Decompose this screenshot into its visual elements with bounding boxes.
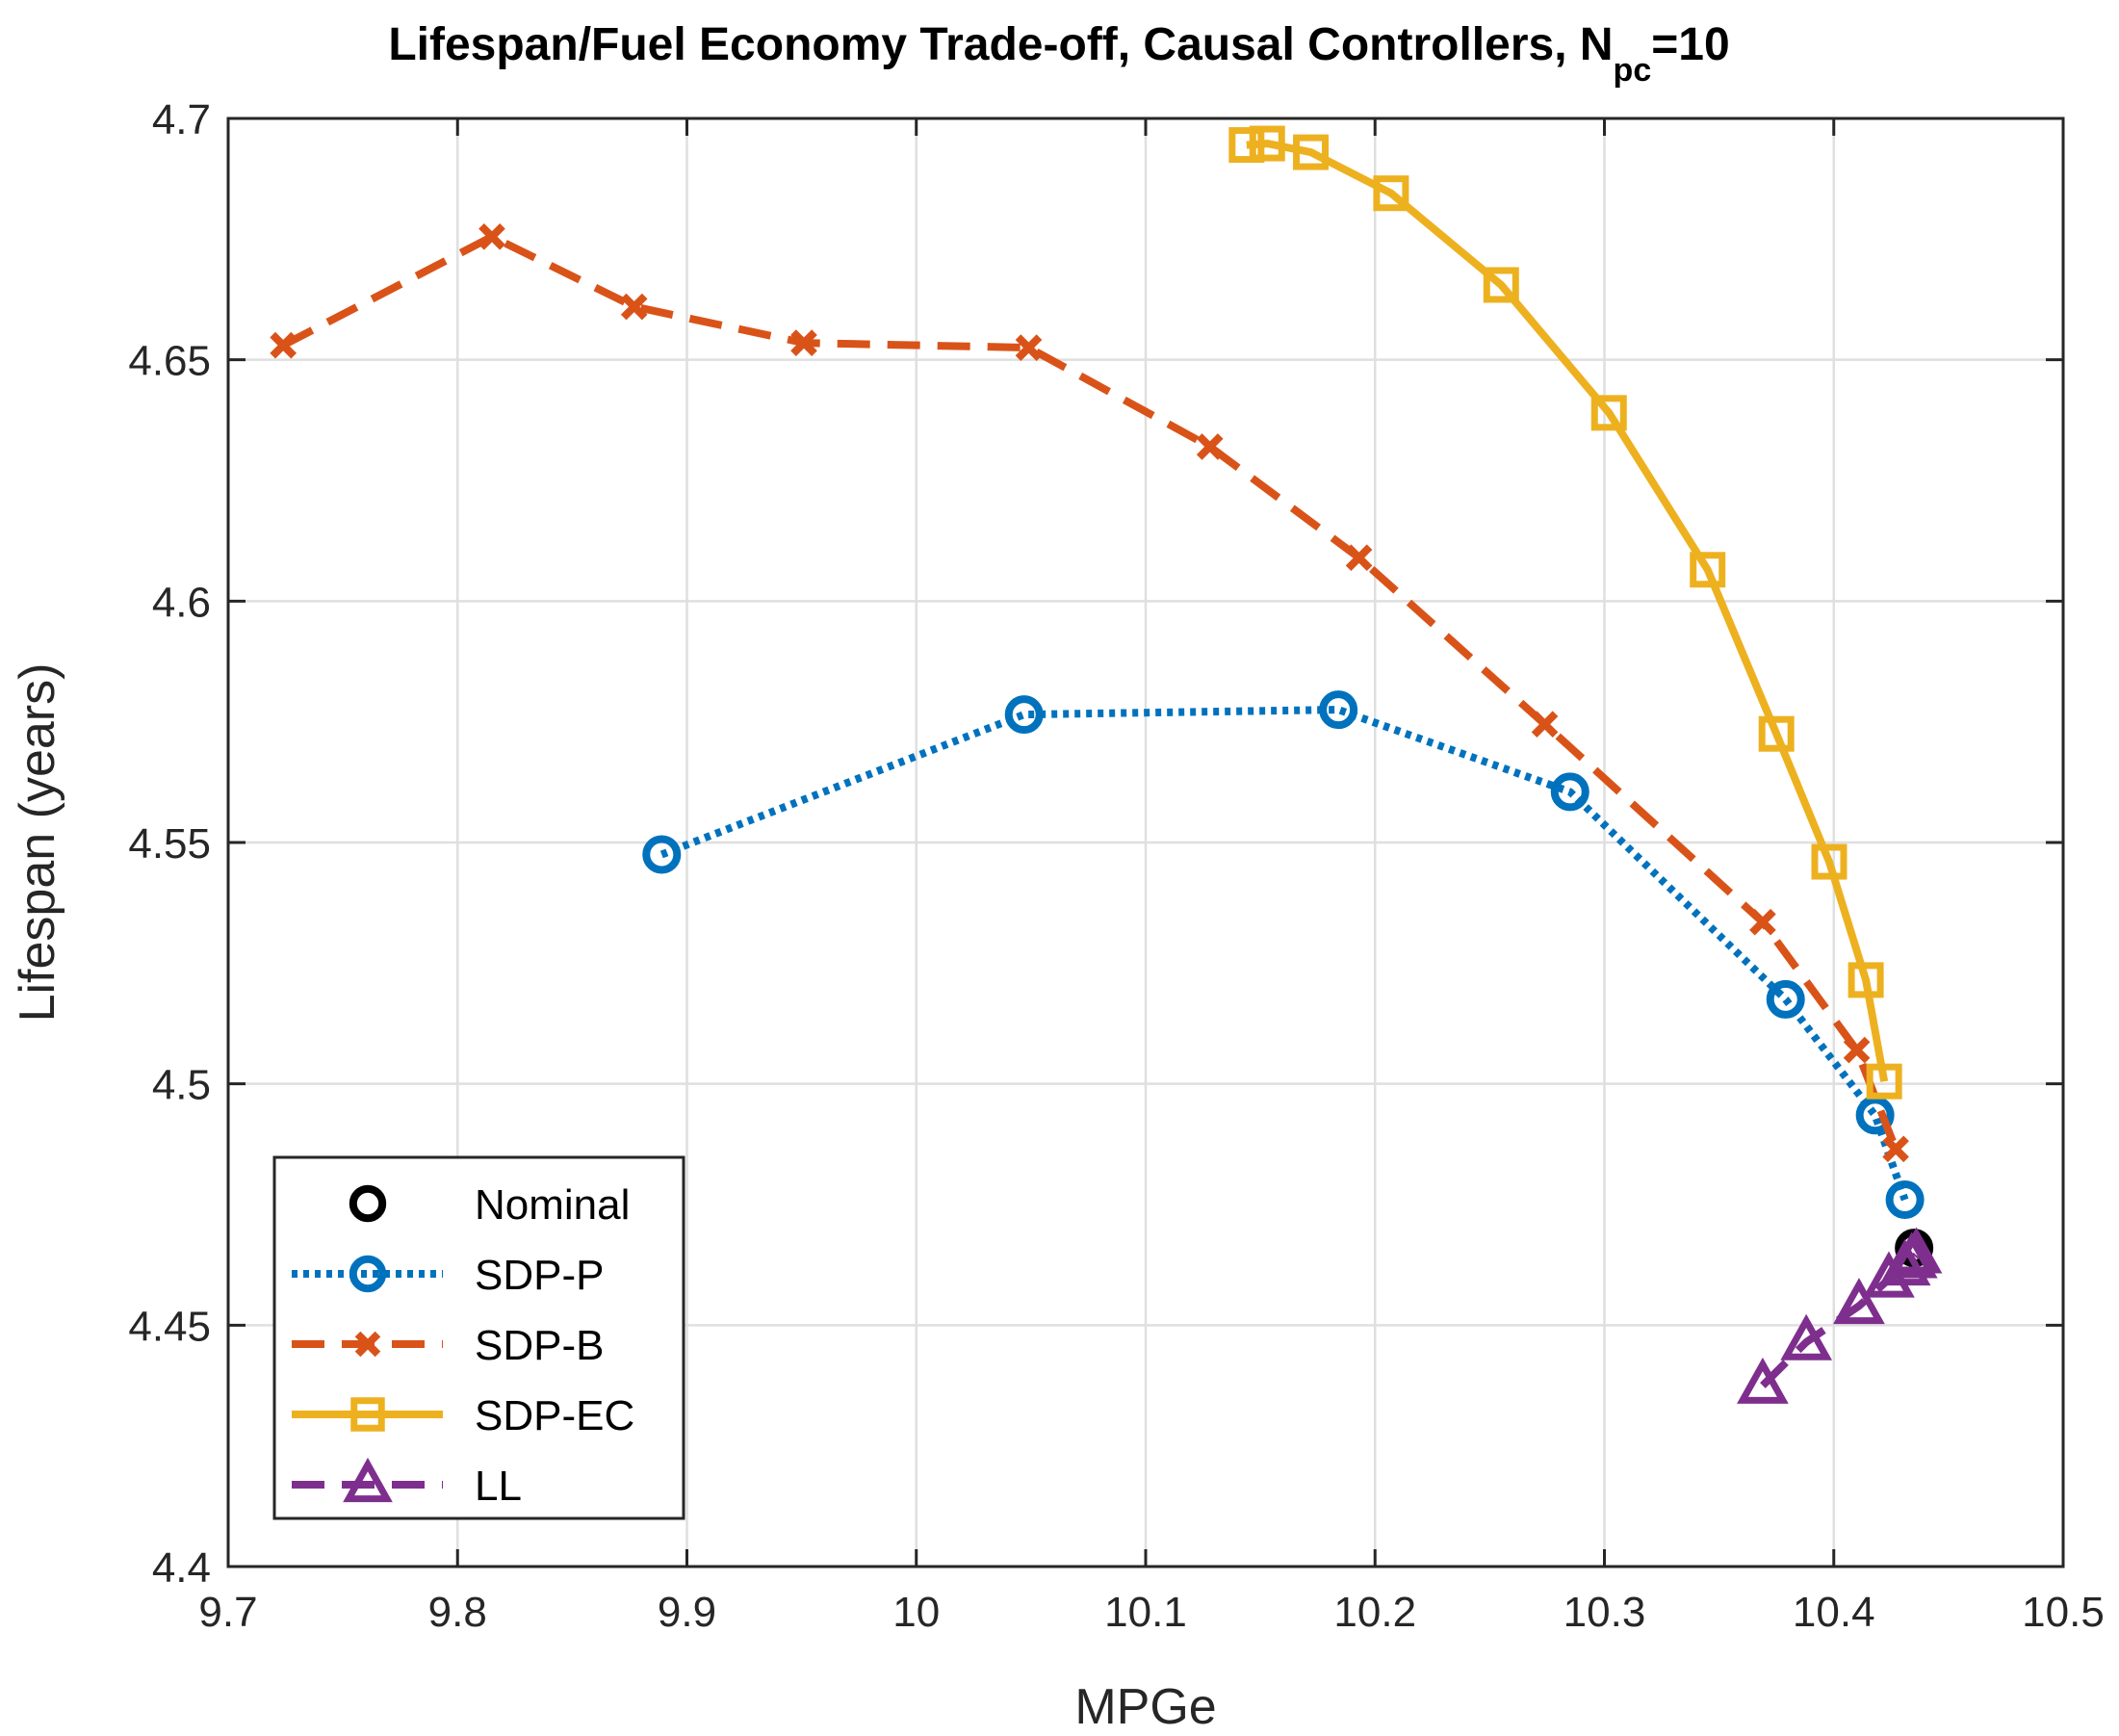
legend-marker-sdp-b: [354, 1331, 381, 1358]
data-point-sdp-ec: [1249, 125, 1285, 162]
chart-title-subscript: pc: [1614, 52, 1652, 89]
series-sdp-b: [270, 222, 1909, 1163]
x-tick-label: 9.9: [658, 1589, 716, 1636]
legend-entry-sdp-b: SDP-B: [292, 1322, 604, 1369]
legend-marker-sdp-ec: [350, 1397, 385, 1432]
data-point-sdp-b: [478, 222, 505, 250]
series-ll: [1737, 1227, 1943, 1404]
y-tick-label: 4.7: [152, 96, 211, 143]
data-point-sdp-b: [1531, 711, 1559, 738]
legend-box: [272, 1155, 685, 1520]
data-point-ll: [1890, 1227, 1943, 1274]
data-point-sdp-p: [1550, 772, 1589, 812]
data-point-sdp-b: [1749, 908, 1776, 936]
legend-label-sdp-b: SDP-B: [475, 1322, 604, 1369]
y-tick-label: 4.5: [152, 1062, 211, 1109]
legend-entry-ll: LL: [292, 1457, 522, 1510]
data-point-sdp-p: [1885, 1179, 1925, 1219]
x-tick-label: 10: [892, 1589, 940, 1636]
chart-title-suffix: =10: [1651, 19, 1729, 70]
series-sdp-p: [642, 690, 1925, 1219]
x-tick-label: 10.2: [1333, 1589, 1416, 1636]
y-axis-label: Lifespan (years): [10, 663, 65, 1023]
data-point-sdp-b: [1015, 334, 1043, 361]
data-point-sdp-ec: [1690, 552, 1726, 588]
data-point-sdp-b: [270, 331, 297, 359]
series-sdp-ec: [1228, 125, 1902, 1100]
x-tick-label: 9.8: [428, 1589, 487, 1636]
plot-series: [270, 125, 1943, 1404]
x-tick-label: 9.7: [198, 1589, 257, 1636]
axis-ticks: 9.7 9.8 9.9 10 10.1 10.2 10.3 10.4 10.5 4.4 4.45 4.…: [128, 96, 2104, 1636]
x-tick-label: 10.3: [1563, 1589, 1646, 1636]
y-tick-label: 4.4: [152, 1544, 211, 1592]
x-tick-label: 10.5: [2022, 1589, 2105, 1636]
legend-marker-sdp-p: [349, 1255, 387, 1293]
data-point-sdp-ec: [1811, 843, 1848, 880]
y-tick-label: 4.45: [128, 1303, 211, 1350]
data-point-sdp-ec: [1483, 267, 1519, 303]
data-point-sdp-b: [1196, 433, 1224, 460]
data-point-ll: [1833, 1278, 1885, 1325]
y-tick-label: 4.65: [128, 338, 211, 385]
data-point-sdp-ec: [1758, 715, 1795, 752]
data-point-sdp-b: [1882, 1135, 1909, 1163]
legend-entry-sdp-p: SDP-P: [292, 1252, 604, 1299]
data-point-sdp-p: [1004, 695, 1044, 735]
data-point-sdp-p: [1766, 979, 1805, 1019]
legend: Nominal SDP-P SDP-B SDP-EC LL: [272, 1155, 685, 1520]
data-point-sdp-b: [620, 293, 648, 321]
data-point-sdp-b: [790, 329, 817, 356]
legend-entry-nominal: Nominal: [349, 1181, 630, 1229]
data-point-sdp-p: [1855, 1096, 1895, 1135]
data-point-sdp-p: [642, 835, 682, 874]
legend-entry-sdp-ec: SDP-EC: [292, 1392, 634, 1439]
data-point-sdp-ec: [1293, 134, 1330, 170]
x-tick-label: 10.1: [1104, 1589, 1187, 1636]
x-tick-label: 10.4: [1793, 1589, 1875, 1636]
data-point-sdp-p: [1319, 690, 1358, 730]
data-point-sdp-ec: [1228, 127, 1265, 164]
data-point-ll: [1737, 1357, 1789, 1404]
series-line-sdp-p: [659, 706, 1909, 1202]
data-point-sdp-ec: [1866, 1063, 1902, 1100]
chart-title: Lifespan/Fuel Economy Trade-off, Causal …: [388, 19, 1729, 89]
legend-label-nominal: Nominal: [475, 1181, 630, 1229]
data-point-sdp-b: [1345, 544, 1373, 572]
data-point-sdp-ec: [1373, 175, 1409, 212]
series-line-sdp-b: [281, 232, 1899, 1151]
data-point-sdp-b: [1843, 1036, 1871, 1064]
legend-marker-nominal: [349, 1184, 387, 1223]
data-point-sdp-ec: [1590, 395, 1627, 431]
legend-label-sdp-p: SDP-P: [475, 1252, 604, 1299]
legend-marker-ll: [343, 1457, 393, 1503]
legend-label-ll: LL: [475, 1463, 522, 1510]
legend-label-sdp-ec: SDP-EC: [475, 1392, 634, 1439]
data-point-ll: [1780, 1313, 1833, 1360]
y-tick-label: 4.55: [128, 820, 211, 868]
data-point-sdp-ec: [1848, 962, 1884, 998]
x-axis-label: MPGe: [1074, 1679, 1216, 1735]
y-tick-label: 4.6: [152, 579, 211, 626]
chart-title-main: Lifespan/Fuel Economy Trade-off, Causal …: [388, 19, 1613, 70]
